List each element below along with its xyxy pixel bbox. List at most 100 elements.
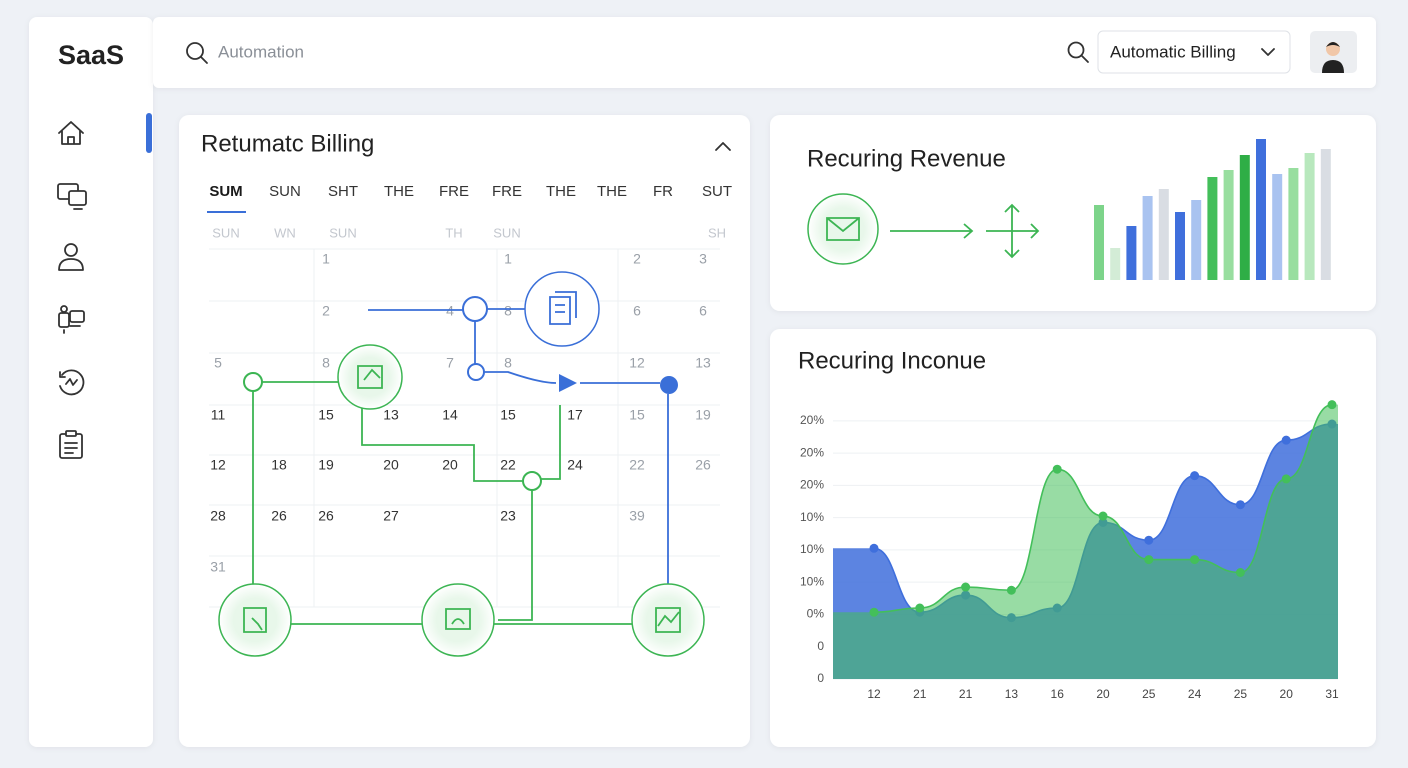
avatar-figure xyxy=(1322,42,1344,73)
bar xyxy=(1191,200,1202,280)
y-tick-label: 20% xyxy=(800,445,824,459)
weekday-tab[interactable]: SUN xyxy=(269,183,301,200)
dropdown[interactable] xyxy=(1097,30,1291,74)
nav-home[interactable] xyxy=(58,121,84,145)
calendar-grid: SUM SUN SHT THE FRE FRE THE THE FR SUT SUN WN SUN TH S… xyxy=(209,183,732,608)
day-cell[interactable]: 1 xyxy=(504,251,512,267)
day-cell[interactable]: 20 xyxy=(442,457,458,473)
day-cell[interactable]: 19 xyxy=(318,457,334,473)
point xyxy=(1190,471,1200,481)
bar xyxy=(1304,153,1315,280)
search-input[interactable]: Automation xyxy=(218,42,304,61)
day-cell[interactable]: 11 xyxy=(211,407,226,423)
flow-diagram xyxy=(218,271,705,657)
header xyxy=(153,17,1376,88)
day-cell[interactable]: 28 xyxy=(210,508,226,524)
sub-label: WN xyxy=(274,225,296,240)
nav-reports[interactable] xyxy=(59,430,83,459)
search-button[interactable] xyxy=(1067,41,1089,63)
bar xyxy=(1126,226,1137,280)
day-cell[interactable]: 17 xyxy=(567,407,583,423)
day-cell[interactable]: 3 xyxy=(699,251,707,267)
sidebar xyxy=(29,17,153,747)
day-cell[interactable]: 6 xyxy=(633,303,641,319)
point xyxy=(1144,555,1154,565)
day-cell[interactable]: 14 xyxy=(442,407,458,423)
bar xyxy=(1239,155,1250,280)
x-tick-label: 16 xyxy=(1051,687,1065,701)
x-tick-label: 20 xyxy=(1096,687,1110,701)
weekday-tab[interactable]: THE xyxy=(384,183,414,200)
weekday-tab[interactable]: SUT xyxy=(702,183,732,200)
active-indicator xyxy=(146,113,152,153)
day-cell[interactable]: 26 xyxy=(695,457,711,473)
weekday-tab[interactable]: SUM xyxy=(209,183,242,200)
x-tick-label: 25 xyxy=(1234,687,1248,701)
weekday-tab[interactable]: SHT xyxy=(328,183,358,200)
weekday-tab[interactable]: FR xyxy=(653,183,673,200)
point xyxy=(1327,400,1337,410)
x-tick-label: 13 xyxy=(1005,687,1019,701)
day-cell[interactable]: 39 xyxy=(629,508,645,524)
day-cell[interactable]: 22 xyxy=(629,457,645,473)
day-cell[interactable]: 8 xyxy=(322,355,330,371)
day-cell[interactable]: 26 xyxy=(318,508,334,524)
income-chart: 0 0 0% 10% 10% 10% 20% 20% 20% 12 21 21 13 16 20 25 24 25… xyxy=(800,400,1339,701)
y-tick-label: 0% xyxy=(807,607,825,621)
day-cell[interactable]: 23 xyxy=(500,508,516,524)
x-tick-label: 31 xyxy=(1325,687,1339,701)
weekday-tab[interactable]: FRE xyxy=(492,183,522,200)
day-cell[interactable]: 1 xyxy=(322,251,330,267)
day-cell[interactable]: 31 xyxy=(210,559,226,575)
day-cell[interactable]: 12 xyxy=(629,355,645,371)
sub-label: SUN xyxy=(493,225,520,240)
point xyxy=(1235,568,1245,577)
y-tick-label: 10% xyxy=(800,574,824,588)
day-cell[interactable]: 26 xyxy=(271,508,287,524)
point xyxy=(1235,500,1245,510)
day-cell[interactable]: 2 xyxy=(322,303,330,319)
nav-history[interactable] xyxy=(59,369,85,396)
day-cell[interactable]: 13 xyxy=(383,407,399,423)
day-cell[interactable]: 13 xyxy=(695,355,711,371)
day-cell[interactable]: 6 xyxy=(699,303,707,319)
day-cell[interactable]: 2 xyxy=(633,251,641,267)
point xyxy=(1098,511,1108,521)
day-cell[interactable]: 20 xyxy=(383,457,399,473)
y-tick-label: 20% xyxy=(800,478,824,492)
area xyxy=(833,404,1338,679)
bar xyxy=(1110,248,1121,280)
day-cell[interactable]: 15 xyxy=(318,407,334,423)
sub-label: SH xyxy=(708,225,726,240)
sub-label: TH xyxy=(445,225,462,240)
y-tick-label: 0 xyxy=(817,671,824,685)
point xyxy=(869,607,879,617)
nav-devices[interactable] xyxy=(57,183,87,210)
day-cell[interactable]: 24 xyxy=(567,457,583,473)
day-cell[interactable]: 15 xyxy=(500,407,516,423)
day-cell[interactable]: 19 xyxy=(695,407,711,423)
nav-users[interactable] xyxy=(58,243,84,271)
y-tick-label: 10% xyxy=(800,542,824,556)
sub-label: SUN xyxy=(212,225,239,240)
day-cell[interactable]: 27 xyxy=(383,508,399,524)
search-icon[interactable] xyxy=(186,42,208,64)
nav-team[interactable] xyxy=(58,305,85,334)
weekday-tab[interactable]: THE xyxy=(597,183,627,200)
point xyxy=(961,582,971,592)
day-cell[interactable]: 8 xyxy=(504,303,512,319)
day-cell[interactable]: 22 xyxy=(500,457,516,473)
weekday-tab[interactable]: FRE xyxy=(439,183,469,200)
weekday-tab[interactable]: THE xyxy=(546,183,576,200)
day-cell[interactable]: 12 xyxy=(210,457,226,473)
day-cell[interactable]: 15 xyxy=(629,407,645,423)
bar xyxy=(1272,174,1283,280)
collapse-button[interactable] xyxy=(715,142,731,151)
day-cell[interactable]: 8 xyxy=(504,355,512,371)
day-cell[interactable]: 5 xyxy=(214,355,222,371)
point xyxy=(1190,555,1200,565)
day-cell[interactable]: 7 xyxy=(446,355,454,371)
revenue-bars xyxy=(1094,139,1331,280)
day-cell[interactable]: 18 xyxy=(271,457,287,473)
